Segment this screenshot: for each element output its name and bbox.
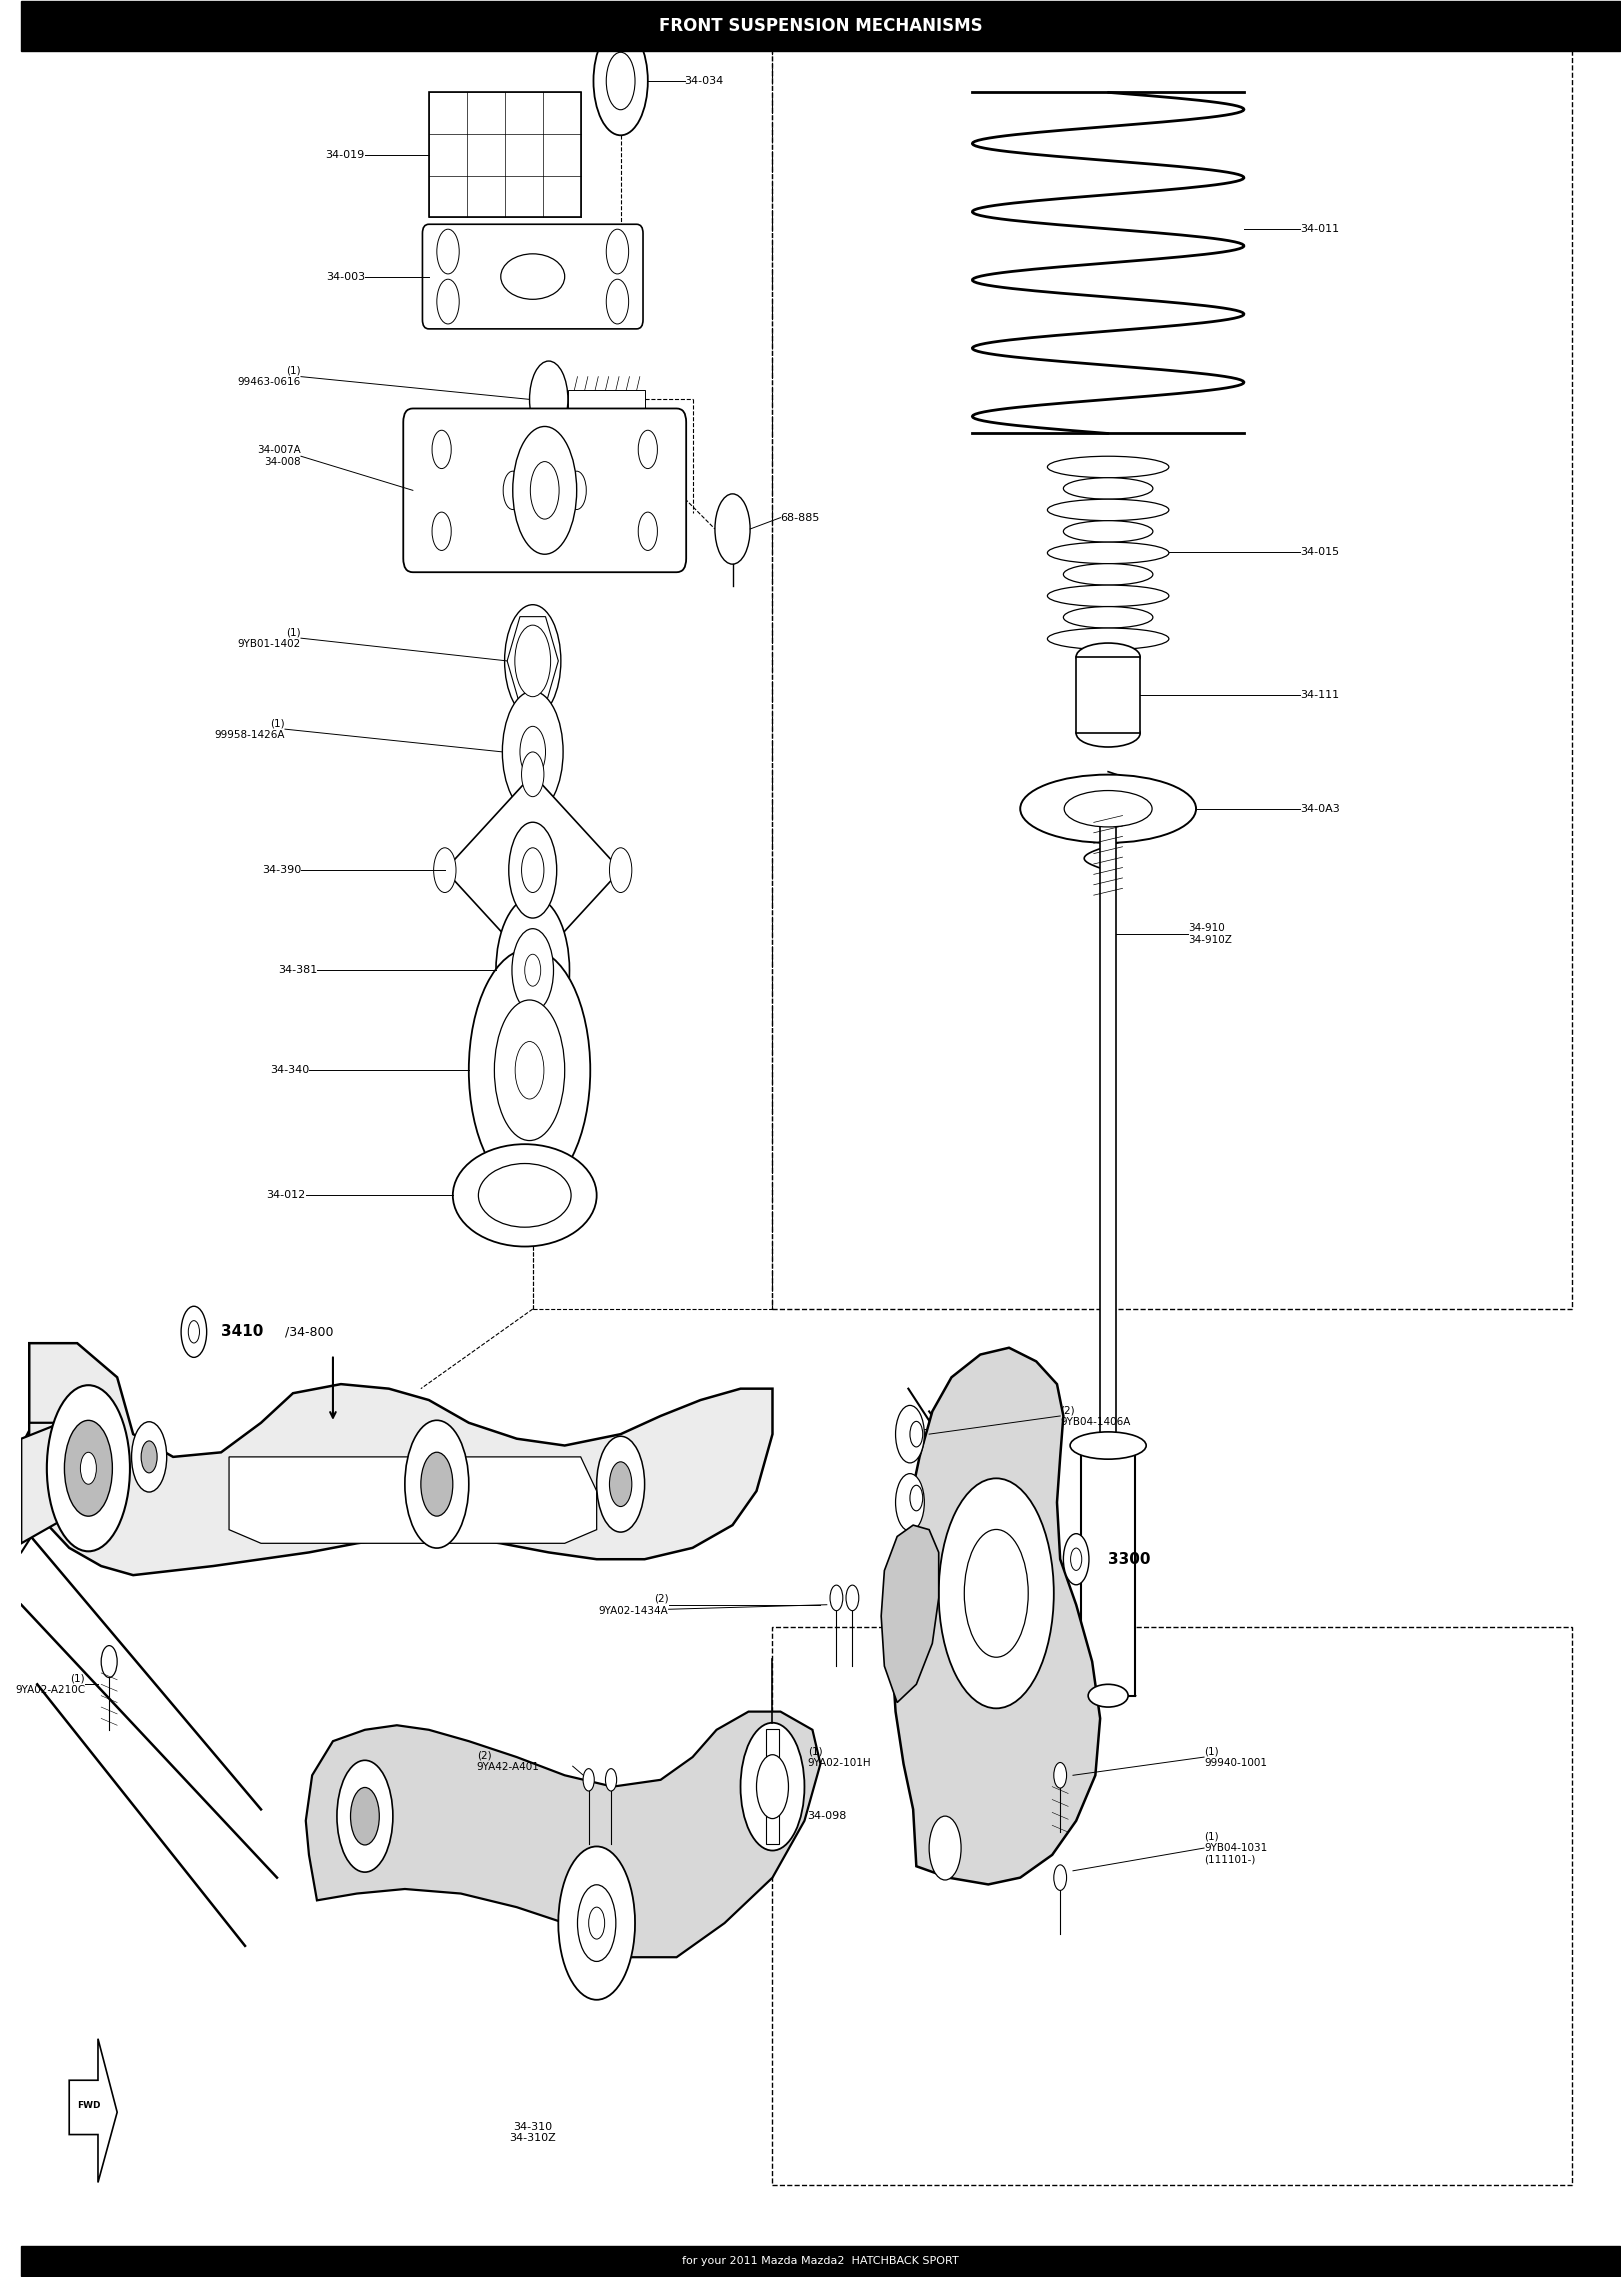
Ellipse shape bbox=[1070, 1548, 1081, 1571]
Ellipse shape bbox=[1054, 1865, 1067, 1890]
Ellipse shape bbox=[512, 426, 577, 553]
Text: (2)
9YA02-1434A: (2) 9YA02-1434A bbox=[598, 1594, 668, 1614]
Ellipse shape bbox=[1076, 720, 1140, 747]
Ellipse shape bbox=[452, 1143, 597, 1246]
Ellipse shape bbox=[577, 1885, 616, 1960]
Ellipse shape bbox=[1047, 628, 1169, 649]
Ellipse shape bbox=[1063, 521, 1153, 542]
Text: 34-011: 34-011 bbox=[1300, 223, 1339, 235]
Ellipse shape bbox=[405, 1421, 468, 1548]
Ellipse shape bbox=[895, 1405, 924, 1462]
Text: 34-012: 34-012 bbox=[266, 1191, 306, 1200]
Ellipse shape bbox=[909, 1485, 922, 1512]
Ellipse shape bbox=[593, 27, 648, 134]
Text: 34-390: 34-390 bbox=[261, 865, 302, 874]
Ellipse shape bbox=[588, 1908, 605, 1940]
Ellipse shape bbox=[846, 1585, 859, 1610]
Ellipse shape bbox=[1020, 774, 1196, 842]
Ellipse shape bbox=[522, 847, 545, 893]
Ellipse shape bbox=[1047, 499, 1169, 521]
Ellipse shape bbox=[520, 726, 546, 776]
Text: (1)
9YB01-1402: (1) 9YB01-1402 bbox=[238, 628, 302, 649]
Text: (1)
9YA02-A210C: (1) 9YA02-A210C bbox=[15, 1674, 86, 1694]
Text: 34-0A3: 34-0A3 bbox=[1300, 804, 1339, 813]
Text: FWD: FWD bbox=[76, 2102, 101, 2111]
Bar bbox=[773, 48, 1572, 1309]
Ellipse shape bbox=[1054, 1762, 1067, 1787]
Ellipse shape bbox=[757, 1756, 788, 1819]
Text: (1)
9YB04-1031
(111101-): (1) 9YB04-1031 (111101-) bbox=[1204, 1831, 1268, 1865]
Text: 34-310
34-310Z: 34-310 34-310Z bbox=[509, 2122, 556, 2143]
Ellipse shape bbox=[182, 1307, 206, 1357]
Text: FRONT SUSPENSION MECHANISMS: FRONT SUSPENSION MECHANISMS bbox=[658, 18, 982, 36]
Ellipse shape bbox=[567, 471, 587, 510]
Polygon shape bbox=[306, 1712, 820, 1958]
Ellipse shape bbox=[503, 471, 522, 510]
Text: (1)
99958-1426A: (1) 99958-1426A bbox=[214, 717, 285, 740]
Ellipse shape bbox=[337, 1760, 392, 1872]
Polygon shape bbox=[70, 2038, 117, 2181]
Ellipse shape bbox=[939, 1478, 1054, 1708]
Ellipse shape bbox=[530, 462, 559, 519]
Ellipse shape bbox=[522, 943, 545, 988]
Ellipse shape bbox=[1076, 642, 1140, 669]
Ellipse shape bbox=[1047, 585, 1169, 606]
Ellipse shape bbox=[515, 1041, 545, 1100]
Ellipse shape bbox=[522, 751, 545, 797]
Polygon shape bbox=[29, 1343, 773, 1576]
Ellipse shape bbox=[558, 1847, 635, 1999]
Ellipse shape bbox=[81, 1453, 96, 1485]
Ellipse shape bbox=[436, 230, 459, 273]
Ellipse shape bbox=[609, 847, 632, 893]
Text: /34-800: /34-800 bbox=[285, 1325, 334, 1339]
Bar bbox=[1081, 1446, 1135, 1696]
Bar bbox=[430, 93, 580, 216]
Ellipse shape bbox=[1047, 455, 1169, 478]
Ellipse shape bbox=[584, 1769, 595, 1792]
Ellipse shape bbox=[1063, 790, 1153, 827]
Ellipse shape bbox=[47, 1384, 130, 1551]
Ellipse shape bbox=[468, 950, 590, 1191]
Ellipse shape bbox=[639, 512, 658, 551]
Bar bbox=[773, 1628, 1572, 2184]
Ellipse shape bbox=[530, 362, 567, 437]
Ellipse shape bbox=[131, 1421, 167, 1491]
Ellipse shape bbox=[1063, 606, 1153, 628]
Ellipse shape bbox=[606, 1769, 616, 1792]
Polygon shape bbox=[893, 1348, 1101, 1885]
FancyBboxPatch shape bbox=[423, 223, 644, 328]
Text: 34-034: 34-034 bbox=[684, 75, 725, 87]
Polygon shape bbox=[21, 1412, 86, 1544]
Ellipse shape bbox=[1063, 478, 1153, 499]
Text: 34-003: 34-003 bbox=[326, 271, 365, 282]
Ellipse shape bbox=[101, 1646, 117, 1678]
Text: 34-098: 34-098 bbox=[807, 1810, 848, 1822]
Ellipse shape bbox=[606, 52, 635, 109]
Ellipse shape bbox=[501, 253, 564, 298]
Polygon shape bbox=[882, 1526, 939, 1703]
Ellipse shape bbox=[929, 1817, 961, 1881]
FancyBboxPatch shape bbox=[404, 408, 686, 572]
Ellipse shape bbox=[1070, 1432, 1146, 1460]
Bar bbox=[21, 2, 1619, 52]
Polygon shape bbox=[29, 1423, 125, 1514]
Ellipse shape bbox=[65, 1421, 112, 1516]
Text: (1)
99940-1001: (1) 99940-1001 bbox=[1204, 1746, 1268, 1767]
Text: 34-910
34-910Z: 34-910 34-910Z bbox=[1188, 922, 1232, 945]
Ellipse shape bbox=[433, 512, 451, 551]
Ellipse shape bbox=[141, 1441, 157, 1473]
Ellipse shape bbox=[606, 280, 629, 323]
Bar bbox=[1101, 815, 1117, 1446]
Text: for your 2011 Mazda Mazda2  HATCHBACK SPORT: for your 2011 Mazda Mazda2 HATCHBACK SPO… bbox=[682, 2257, 958, 2266]
Ellipse shape bbox=[715, 494, 751, 565]
Text: 34-015: 34-015 bbox=[1300, 546, 1339, 558]
Ellipse shape bbox=[515, 626, 551, 697]
Text: 34-111: 34-111 bbox=[1300, 690, 1339, 699]
Ellipse shape bbox=[1047, 542, 1169, 565]
Ellipse shape bbox=[436, 280, 459, 323]
Ellipse shape bbox=[1063, 1535, 1089, 1585]
Text: (2)
9YA42-A401: (2) 9YA42-A401 bbox=[477, 1751, 540, 1772]
Text: 34-340: 34-340 bbox=[269, 1066, 310, 1075]
Ellipse shape bbox=[434, 847, 456, 893]
Ellipse shape bbox=[830, 1585, 843, 1610]
